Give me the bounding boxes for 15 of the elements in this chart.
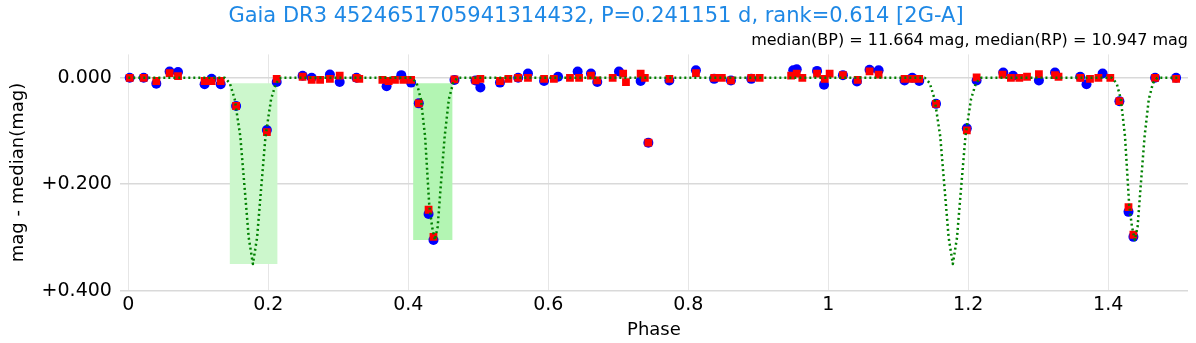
x-tick-label: 0.8 [673, 291, 704, 314]
y-tick-label: 0.000 [57, 64, 112, 87]
y-tick-label: +0.200 [41, 171, 112, 194]
chart-title: Gaia DR3 4524651705941314432, P=0.241151 d, rank=0.614 [2G-A] [228, 3, 964, 28]
x-tick-label: 0.4 [393, 291, 424, 314]
x-axis-title: Phase [627, 317, 681, 339]
x-tick-label: 1 [822, 291, 835, 314]
x-tick-label: 1.4 [1093, 291, 1124, 314]
x-tick-label: 1.2 [953, 291, 984, 314]
x-tick-label: 0 [122, 291, 135, 314]
x-tick-label: 0.6 [533, 291, 564, 314]
y-axis-title: mag - median(mag) [6, 82, 28, 263]
x-tick-label: 0.2 [253, 291, 284, 314]
y-tick-label: +0.400 [41, 277, 112, 300]
chart-subtitle: median(BP) = 11.664 mag, median(RP) = 10.947 mag [751, 29, 1188, 49]
